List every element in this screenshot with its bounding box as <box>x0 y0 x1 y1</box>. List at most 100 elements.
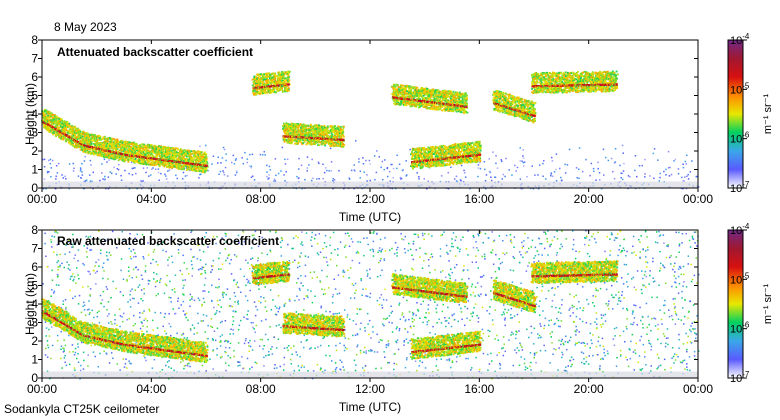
noise-speckle <box>640 319 642 322</box>
noise-speckle <box>423 238 425 240</box>
noise-speckle <box>262 348 264 350</box>
noise-speckle <box>556 317 558 320</box>
noise-speckle <box>401 238 403 240</box>
noise-speckle <box>281 239 283 242</box>
noise-speckle <box>663 266 665 268</box>
noise-speckle <box>559 247 561 250</box>
noise-speckle <box>417 234 419 236</box>
noise-speckle <box>344 244 347 247</box>
noise-speckle <box>334 312 336 315</box>
noise-speckle <box>343 246 346 248</box>
noise-speckle <box>621 172 624 175</box>
noise-speckle <box>377 251 379 254</box>
noise-speckle <box>541 254 543 256</box>
noise-speckle <box>467 230 469 232</box>
noise-speckle <box>89 174 91 176</box>
noise-speckle <box>645 275 648 278</box>
noise-speckle <box>538 164 541 166</box>
colorbar-1: 10-410-510-610-7 m⁻¹ sr⁻¹ <box>727 32 774 195</box>
noise-speckle <box>522 256 524 259</box>
noise-speckle <box>372 240 375 243</box>
noise-speckle <box>634 155 637 157</box>
noise-speckle <box>191 275 193 277</box>
feature-cloud-16-18 <box>492 279 537 314</box>
noise-speckle <box>611 284 613 287</box>
noise-speckle <box>168 256 170 259</box>
noise-speckle <box>178 252 180 254</box>
noise-speckle <box>348 178 351 180</box>
noise-speckle <box>103 350 105 352</box>
noise-speckle <box>339 241 342 243</box>
noise-speckle <box>364 330 366 332</box>
noise-speckle <box>586 343 589 345</box>
noise-speckle <box>519 178 522 180</box>
noise-speckle <box>597 167 599 170</box>
noise-speckle <box>253 179 256 181</box>
noise-speckle <box>644 158 646 161</box>
noise-speckle <box>135 344 137 346</box>
noise-speckle <box>225 369 227 372</box>
noise-speckle <box>512 333 514 335</box>
noise-speckle <box>238 324 241 327</box>
noise-speckle <box>502 336 505 338</box>
noise-speckle <box>654 241 657 243</box>
noise-speckle <box>492 151 494 153</box>
noise-speckle <box>58 284 60 286</box>
noise-speckle <box>678 338 680 341</box>
noise-speckle <box>220 341 222 343</box>
noise-speckle <box>322 247 324 250</box>
noise-speckle <box>396 255 398 257</box>
noise-speckle <box>72 351 74 353</box>
noise-speckle <box>47 346 50 349</box>
noise-speckle <box>398 302 401 304</box>
noise-speckle <box>551 300 554 302</box>
noise-speckle <box>664 299 666 302</box>
noise-speckle <box>335 349 338 352</box>
noise-speckle <box>495 155 497 157</box>
noise-speckle <box>619 349 622 352</box>
noise-speckle <box>319 281 322 283</box>
noise-speckle <box>667 150 670 153</box>
noise-speckle <box>674 297 676 300</box>
noise-speckle <box>82 286 84 288</box>
noise-speckle <box>299 255 301 257</box>
noise-speckle <box>131 277 133 279</box>
noise-speckle <box>632 235 635 238</box>
noise-speckle <box>411 321 414 323</box>
noise-speckle <box>673 303 675 305</box>
noise-speckle <box>276 307 278 309</box>
noise-speckle <box>610 232 613 234</box>
noise-speckle <box>619 244 621 247</box>
noise-speckle <box>620 177 622 179</box>
noise-speckle <box>677 356 679 358</box>
noise-speckle <box>562 342 564 345</box>
noise-speckle <box>92 269 95 272</box>
noise-speckle <box>671 357 673 359</box>
noise-speckle <box>300 341 302 343</box>
panel-title-1: Attenuated backscatter coefficient <box>57 45 253 59</box>
noise-speckle <box>629 349 631 351</box>
noise-speckle <box>388 321 390 324</box>
noise-speckle <box>101 242 103 245</box>
noise-speckle <box>234 159 237 161</box>
noise-speckle <box>627 365 630 368</box>
noise-speckle <box>523 240 525 242</box>
noise-speckle <box>563 343 565 346</box>
noise-speckle <box>334 368 337 371</box>
noise-speckle <box>123 366 126 368</box>
noise-speckle <box>673 275 676 277</box>
noise-speckle <box>245 318 248 320</box>
noise-speckle <box>453 313 455 315</box>
noise-speckle <box>249 289 251 292</box>
noise-speckle <box>168 296 170 299</box>
noise-speckle <box>612 308 614 310</box>
noise-speckle <box>355 353 358 356</box>
noise-speckle <box>368 350 370 352</box>
noise-speckle <box>387 362 389 364</box>
noise-speckle <box>128 360 130 362</box>
noise-speckle <box>219 321 222 324</box>
noise-speckle <box>116 247 118 249</box>
noise-speckle <box>644 356 646 358</box>
noise-speckle <box>204 331 206 333</box>
noise-speckle <box>426 321 429 323</box>
